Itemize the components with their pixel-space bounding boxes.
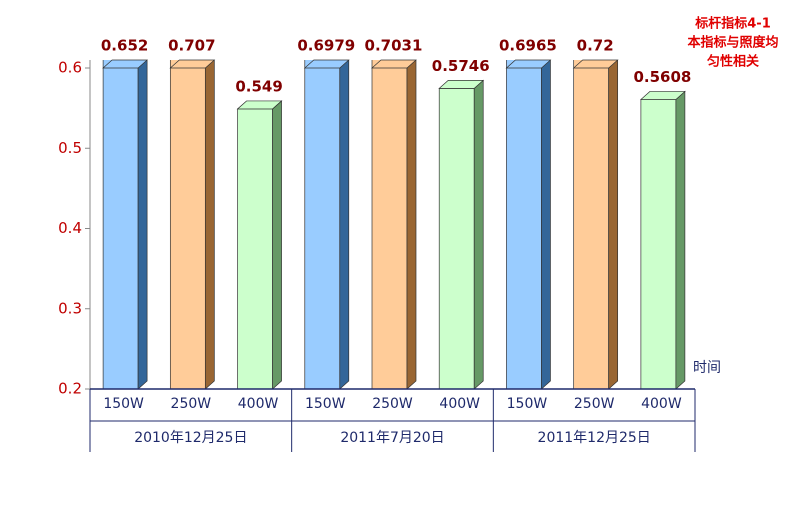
- value-label: 0.5608: [633, 68, 691, 86]
- bar: [506, 60, 551, 389]
- bar-side: [272, 100, 282, 389]
- bar-side: [608, 60, 619, 389]
- bar-top: [236, 100, 283, 110]
- bar-front: [371, 60, 408, 389]
- bar-top: [169, 59, 216, 69]
- x-group-label: 2010年12月25日: [134, 430, 247, 446]
- value-label: 0.6965: [499, 37, 557, 55]
- x-tick-label: 250W: [372, 396, 413, 412]
- bar-side: [675, 90, 686, 389]
- annotation: 本指标与照度均: [687, 35, 778, 51]
- x-group-label: 2011年7月20日: [340, 430, 444, 446]
- bar-front: [438, 88, 475, 389]
- bar: [640, 90, 686, 389]
- bar: [304, 60, 350, 389]
- y-tick-label: 0.4: [58, 219, 82, 237]
- x-tick-label: 250W: [171, 396, 212, 412]
- bar-top: [102, 59, 149, 69]
- bar: [169, 60, 215, 389]
- plot-area: [102, 60, 686, 389]
- bar-front: [102, 60, 139, 389]
- bar: [371, 60, 417, 389]
- bar-top: [303, 59, 350, 69]
- bar-top: [639, 91, 686, 100]
- x-axis-label: 时间: [693, 360, 721, 376]
- bar-side: [406, 60, 417, 389]
- bar-front: [640, 99, 677, 389]
- value-label: 0.7031: [365, 37, 423, 55]
- y-tick-label: 0.2: [58, 380, 82, 398]
- bar-front: [304, 60, 341, 389]
- value-label: 0.549: [235, 77, 282, 95]
- bar-front: [573, 60, 610, 389]
- y-tick-label: 0.6: [58, 59, 82, 77]
- y-tick-label: 0.3: [58, 299, 82, 317]
- bar-front: [506, 60, 542, 389]
- bar: [573, 60, 619, 389]
- bar-front: [169, 60, 206, 389]
- bar-top: [572, 59, 619, 69]
- bar-side: [541, 60, 551, 389]
- y-tick-label: 0.5: [58, 139, 82, 157]
- x-tick-label: 400W: [439, 396, 480, 412]
- bar: [438, 79, 484, 389]
- bar-side: [204, 60, 215, 389]
- annotation: 标杆指标4-1: [694, 16, 771, 32]
- annotation: 匀性相关: [707, 54, 759, 70]
- x-group-label: 2011年12月25日: [538, 430, 651, 446]
- bar: [237, 100, 282, 389]
- bar-side: [473, 79, 484, 389]
- x-tick-label: 150W: [507, 396, 548, 412]
- value-label: 0.72: [577, 37, 614, 55]
- value-label: 0.707: [168, 37, 215, 55]
- bar-side: [339, 60, 350, 389]
- value-label: 0.652: [101, 37, 148, 55]
- bar-top: [438, 80, 485, 89]
- value-label: 0.6979: [297, 37, 355, 55]
- x-tick-label: 250W: [574, 396, 615, 412]
- x-tick-label: 150W: [103, 396, 144, 412]
- bar-front: [237, 108, 273, 389]
- bar-top: [505, 59, 552, 69]
- value-label: 0.5746: [432, 57, 490, 75]
- x-tick-label: 400W: [641, 396, 682, 412]
- x-tick-label: 150W: [305, 396, 346, 412]
- x-tick-label: 400W: [238, 396, 279, 412]
- bar-side: [137, 60, 148, 389]
- bar-top: [371, 59, 417, 69]
- bar: [102, 60, 148, 389]
